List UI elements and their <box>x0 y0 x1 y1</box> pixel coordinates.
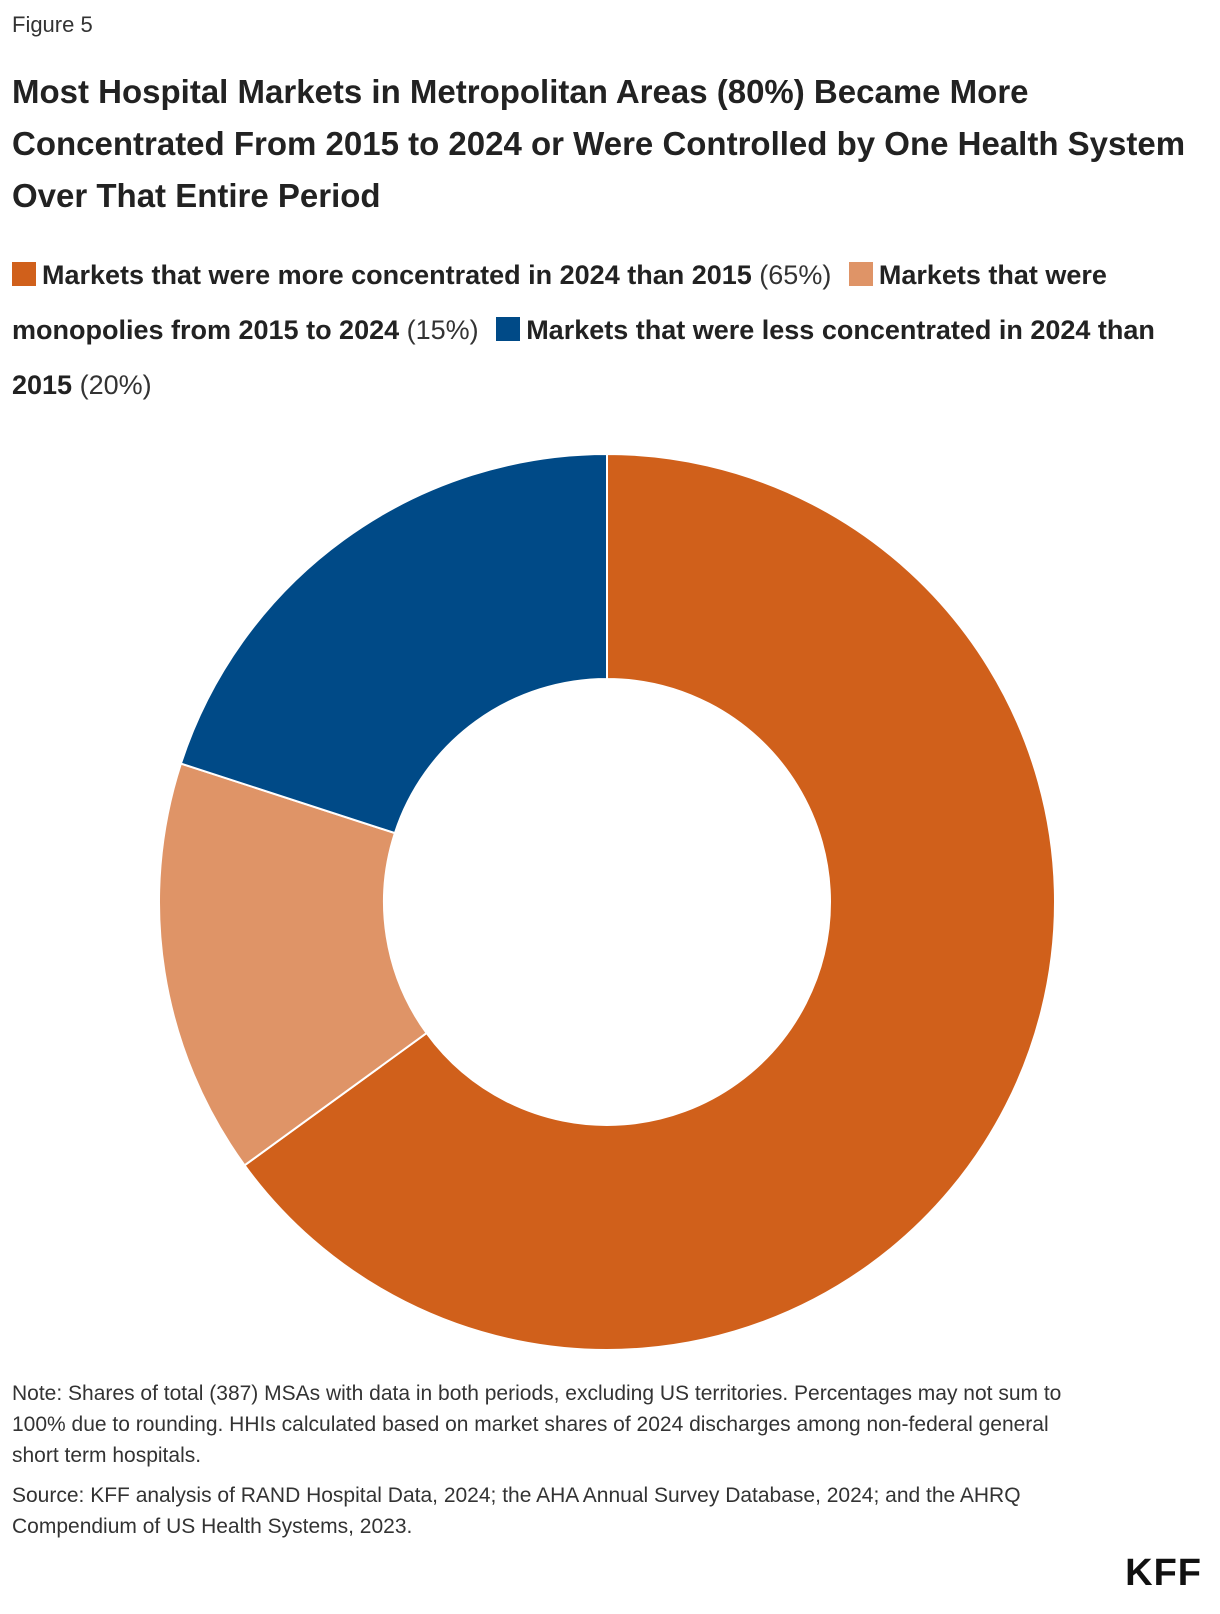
legend-label: Markets that were less concentrated in 2… <box>12 315 1155 400</box>
legend-swatch <box>848 262 873 286</box>
figure-label: Figure 5 <box>12 12 93 37</box>
legend-label: Markets that were more concentrated in 2… <box>42 260 752 290</box>
note: Note: Shares of total (387) MSAs with da… <box>12 1382 1062 1467</box>
source: Source: KFF analysis of RAND Hospital Da… <box>12 1484 1021 1538</box>
legend-value: (65%) <box>759 260 832 290</box>
donut-slice <box>158 762 428 1167</box>
legend-value: (15%) <box>406 315 479 345</box>
donut-slice <box>179 452 608 835</box>
legend-swatch <box>12 262 36 286</box>
legend-item: Markets that were more concentrated in 2… <box>12 260 831 290</box>
legend-value: (20%) <box>79 370 152 400</box>
chart <box>158 452 1056 1351</box>
legend-item: Markets that were less concentrated in 2… <box>12 315 1155 400</box>
legend-swatch <box>496 317 521 341</box>
chart-title: Most Hospital Markets in Metropolitan Ar… <box>12 73 1186 214</box>
legend-item: Markets that were monopolies from 2015 t… <box>12 260 1107 345</box>
legend-label: Markets that were monopolies from 2015 t… <box>12 260 1107 345</box>
legend: Markets that were more concentrated in 2… <box>12 248 1202 413</box>
donut-slice <box>243 452 1056 1351</box>
logo: KFF <box>1125 1552 1202 1594</box>
